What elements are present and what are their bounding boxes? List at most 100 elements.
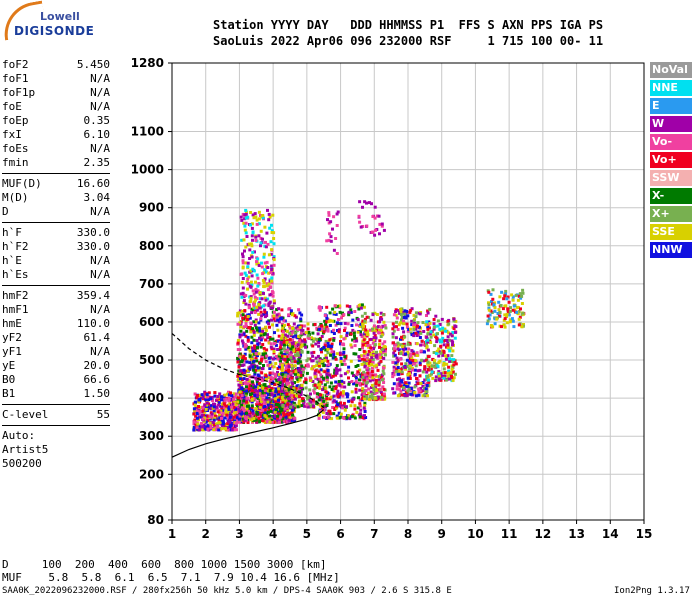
echo-point	[335, 224, 339, 227]
echo-point	[217, 428, 221, 432]
echo-point	[330, 319, 334, 323]
echo-point	[237, 383, 241, 387]
param-separator	[2, 425, 110, 426]
echo-point	[332, 389, 336, 393]
echo-point	[264, 240, 267, 244]
echo-point	[372, 338, 376, 342]
echo-point	[249, 381, 252, 385]
echo-point	[297, 361, 300, 365]
echo-point	[217, 403, 221, 407]
echo-point	[354, 380, 358, 384]
legend-item-w: W	[650, 116, 692, 132]
echo-point	[345, 416, 349, 420]
echo-point	[270, 223, 273, 227]
echo-point	[450, 354, 454, 358]
echo-point	[377, 342, 381, 346]
echo-point	[434, 379, 438, 383]
echo-point	[245, 385, 248, 389]
echo-point	[257, 303, 261, 307]
echo-point	[242, 359, 246, 363]
echo-point	[370, 356, 374, 360]
echo-point	[363, 311, 367, 315]
echo-point	[384, 326, 388, 330]
echo-point	[216, 395, 220, 398]
echo-point	[271, 377, 275, 381]
echo-point	[424, 387, 428, 391]
echo-point	[232, 392, 236, 396]
echo-point	[251, 327, 255, 331]
param-row: foF1p N/A	[2, 86, 110, 100]
echo-point	[345, 304, 349, 308]
echo-point	[238, 321, 242, 325]
echo-point	[276, 367, 280, 370]
echo-point	[253, 250, 256, 254]
echo-point	[252, 320, 256, 324]
echo-point	[309, 336, 313, 340]
echo-point	[397, 309, 401, 313]
echo-point	[267, 396, 271, 400]
echo-point	[252, 302, 255, 306]
echo-point	[271, 380, 275, 384]
echo-point	[448, 349, 452, 353]
echo-point	[410, 356, 414, 360]
echo-point	[372, 331, 376, 335]
echo-point	[496, 312, 500, 315]
echo-point	[425, 377, 429, 381]
echo-point	[269, 342, 273, 346]
echo-point	[263, 389, 267, 393]
echo-point	[332, 412, 336, 416]
echo-point	[363, 352, 367, 356]
echo-point	[250, 392, 254, 396]
echo-point	[514, 293, 518, 297]
echo-point	[250, 404, 254, 408]
echo-point	[280, 376, 284, 380]
echo-point	[252, 292, 256, 296]
param-value: N/A	[90, 142, 110, 155]
echo-point	[318, 357, 322, 361]
echo-point	[258, 405, 262, 409]
echo-point	[356, 406, 360, 410]
echo-point	[358, 382, 362, 385]
echo-point	[241, 277, 245, 280]
echo-point	[320, 407, 324, 411]
echo-point	[416, 382, 420, 386]
echo-point	[334, 380, 338, 384]
echo-point	[440, 374, 444, 378]
echo-point	[275, 313, 279, 317]
param-row: B0 66.6	[2, 373, 110, 387]
echo-point	[377, 325, 380, 329]
param-value: N/A	[90, 268, 110, 281]
echo-point	[447, 338, 451, 342]
echo-point	[253, 388, 257, 392]
param-key: hmF1	[2, 303, 29, 316]
echo-point	[305, 371, 309, 375]
echo-point	[504, 289, 508, 293]
echo-point	[314, 337, 318, 341]
echo-point	[269, 240, 273, 244]
echo-point	[360, 397, 364, 401]
echo-point	[275, 380, 279, 384]
echo-point	[420, 358, 424, 362]
echo-point	[493, 317, 497, 321]
echo-point	[332, 385, 336, 389]
echo-point	[306, 405, 310, 409]
echo-point	[418, 374, 422, 378]
echo-point	[248, 391, 252, 394]
echo-point	[212, 418, 216, 422]
echo-point	[503, 317, 507, 321]
echo-point	[281, 326, 285, 330]
echo-point	[238, 369, 242, 373]
y-tick-label: 500	[139, 353, 164, 367]
echo-point	[441, 336, 445, 340]
echo-point	[304, 378, 308, 382]
echo-point	[269, 378, 273, 382]
echo-point	[421, 394, 425, 398]
echo-point	[486, 314, 490, 318]
echo-point	[280, 336, 284, 340]
echo-point	[268, 380, 272, 383]
echo-point	[286, 355, 289, 359]
echo-point	[362, 305, 366, 309]
chart-axes: 1 2 3 4 5 6 7 8 9 10 11 12 13 14 158020030040050060070…	[131, 56, 653, 541]
echo-point	[212, 405, 216, 409]
